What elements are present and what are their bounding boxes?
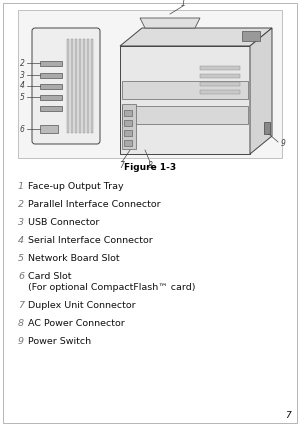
Text: Duplex Unit Connector: Duplex Unit Connector: [28, 301, 136, 310]
Polygon shape: [250, 28, 272, 154]
Text: 1: 1: [181, 0, 185, 8]
Bar: [120, 46, 250, 154]
Bar: [40, 84, 62, 89]
Bar: [124, 130, 132, 136]
Polygon shape: [140, 18, 200, 28]
Bar: [40, 73, 62, 78]
Text: 6: 6: [20, 124, 24, 133]
Bar: [40, 95, 62, 100]
Text: 4: 4: [20, 81, 24, 90]
Text: 7: 7: [120, 161, 124, 170]
Text: 5: 5: [20, 92, 24, 101]
Text: 8: 8: [148, 161, 152, 170]
FancyBboxPatch shape: [32, 28, 100, 144]
Bar: [71, 39, 73, 133]
Bar: [264, 122, 270, 134]
Text: 9: 9: [280, 139, 285, 149]
Text: AC Power Connector: AC Power Connector: [28, 319, 125, 328]
Text: 2: 2: [20, 58, 24, 67]
Text: Parallel Interface Connector: Parallel Interface Connector: [28, 200, 161, 209]
Text: USB Connector: USB Connector: [28, 218, 99, 227]
Text: 2: 2: [18, 200, 24, 209]
Bar: [200, 82, 240, 86]
Polygon shape: [120, 28, 272, 46]
Bar: [200, 90, 240, 94]
Text: 4: 4: [18, 236, 24, 245]
Bar: [124, 110, 132, 116]
Bar: [200, 74, 240, 78]
Bar: [122, 81, 248, 99]
Text: 9: 9: [18, 337, 24, 346]
Bar: [79, 39, 81, 133]
Bar: [124, 140, 132, 146]
Text: Network Board Slot: Network Board Slot: [28, 254, 120, 263]
Bar: [122, 106, 248, 124]
Bar: [200, 66, 240, 70]
Text: 7: 7: [18, 301, 24, 310]
Bar: [87, 39, 89, 133]
Text: 5: 5: [18, 254, 24, 263]
Bar: [91, 39, 93, 133]
Text: 6: 6: [18, 272, 24, 281]
Text: Serial Interface Connector: Serial Interface Connector: [28, 236, 153, 245]
Bar: [40, 125, 58, 133]
Bar: [40, 61, 62, 66]
Bar: [122, 104, 136, 149]
Bar: [40, 106, 62, 111]
Bar: [67, 39, 69, 133]
Text: 1: 1: [18, 182, 24, 191]
Text: 7: 7: [285, 411, 291, 420]
Text: 3: 3: [18, 218, 24, 227]
Text: 3: 3: [20, 70, 24, 80]
Bar: [18, 10, 282, 158]
Text: Card Slot
(For optional CompactFlash™ card): Card Slot (For optional CompactFlash™ ca…: [28, 272, 196, 293]
Bar: [242, 31, 260, 41]
Text: Face-up Output Tray: Face-up Output Tray: [28, 182, 124, 191]
Bar: [75, 39, 77, 133]
Bar: [83, 39, 85, 133]
Bar: [124, 120, 132, 126]
Text: Power Switch: Power Switch: [28, 337, 91, 346]
Text: 8: 8: [18, 319, 24, 328]
Text: Figure 1-3: Figure 1-3: [124, 164, 176, 173]
